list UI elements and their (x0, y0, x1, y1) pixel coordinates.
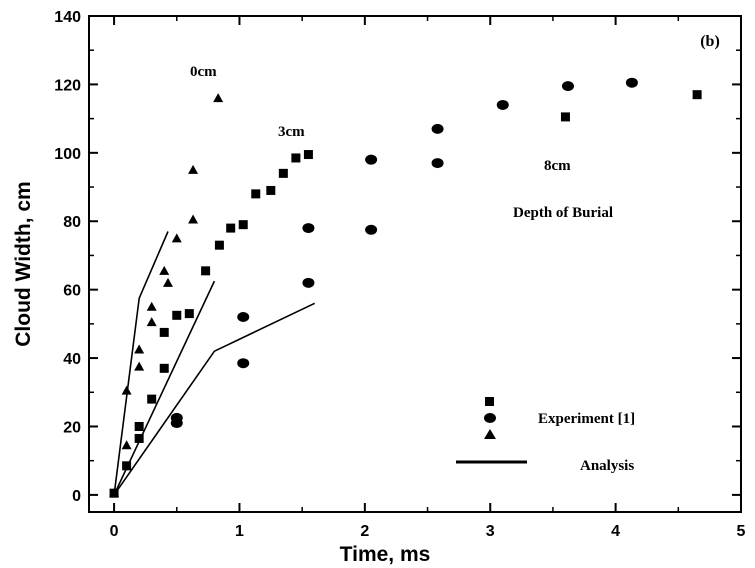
annotation-0cm: 0cm (190, 64, 217, 80)
triangle-point (159, 265, 170, 275)
plot-border (88, 15, 742, 513)
triangle-point (171, 233, 182, 243)
circle-point (170, 418, 183, 429)
x-tick-label: 2 (360, 523, 369, 540)
triangle-point (213, 93, 224, 103)
y-axis-ticks: 0 20 40 60 80 100 120 140 (54, 9, 741, 505)
circle-point (431, 123, 444, 134)
analysis-lines (113, 231, 316, 496)
y-tick-label: 60 (63, 283, 81, 300)
legend-experiment-label: Experiment [1] (538, 411, 635, 427)
triangle-point (134, 361, 145, 371)
circle-point (302, 277, 315, 288)
square-point (560, 112, 570, 122)
square-point (134, 421, 144, 431)
circle-point (237, 312, 250, 323)
circle-point (365, 224, 378, 235)
x-tick-label: 4 (611, 523, 620, 540)
square-point (159, 363, 169, 373)
legend: Experiment [1] Analysis (456, 397, 635, 474)
data-points (109, 77, 702, 498)
legend-triangle-marker (484, 429, 496, 439)
y-tick-label: 140 (54, 9, 81, 26)
x-tick-label: 3 (486, 523, 495, 540)
triangle-point (188, 164, 199, 174)
y-axis-title: Cloud Width, cm (12, 181, 35, 346)
square-point (109, 488, 119, 498)
square-point (134, 433, 144, 443)
circle-point (365, 154, 378, 165)
square-point (303, 150, 313, 160)
square-point (214, 240, 224, 250)
square-point (291, 153, 301, 163)
y-tick-label: 20 (63, 419, 81, 436)
square-point (251, 189, 261, 199)
square-point (159, 327, 169, 337)
y-tick-label: 0 (72, 488, 81, 505)
legend-square-marker (485, 397, 494, 406)
x-axis-ticks: 0 1 2 3 4 5 (110, 16, 746, 540)
triangle-point (146, 317, 157, 327)
y-tick-label: 120 (54, 77, 81, 94)
square-point (172, 310, 182, 320)
square-point (122, 461, 132, 471)
plot-frame (88, 15, 742, 513)
circle-point (625, 77, 638, 88)
square-point (278, 168, 288, 178)
y-tick-label: 100 (54, 146, 81, 163)
circle-point (496, 99, 509, 110)
x-tick-label: 0 (110, 523, 119, 540)
triangle-point (121, 385, 132, 395)
circle-point (561, 81, 574, 92)
triangle-point (146, 301, 157, 311)
square-point (147, 394, 157, 404)
square-point (201, 266, 211, 276)
x-axis-title: Time, ms (340, 543, 431, 566)
analysis-line-0cm (113, 231, 169, 496)
square-point (692, 90, 702, 100)
y-tick-label: 80 (63, 214, 81, 231)
square-point (184, 309, 194, 319)
circle-point (237, 358, 250, 369)
x-tick-label: 5 (737, 523, 746, 540)
legend-circle-marker (484, 413, 496, 423)
triangle-point (162, 277, 173, 287)
analysis-line-8cm (113, 302, 316, 496)
annotation-8cm: 8cm (544, 158, 571, 174)
triangle-point (121, 440, 132, 450)
panel-label: (b) (700, 33, 720, 50)
legend-analysis-label: Analysis (580, 458, 634, 474)
triangle-point (134, 344, 145, 354)
y-tick-label: 40 (63, 351, 81, 368)
circle-point (431, 158, 444, 169)
square-point (226, 223, 236, 233)
x-tick-label: 1 (235, 523, 244, 540)
triangle-point (188, 214, 199, 224)
square-point (238, 220, 248, 230)
annotation-depth-of-burial: Depth of Burial (513, 205, 613, 221)
square-point (266, 185, 276, 195)
analysis-line-3cm (113, 280, 216, 496)
circle-point (302, 223, 315, 234)
annotation-3cm: 3cm (278, 124, 305, 140)
